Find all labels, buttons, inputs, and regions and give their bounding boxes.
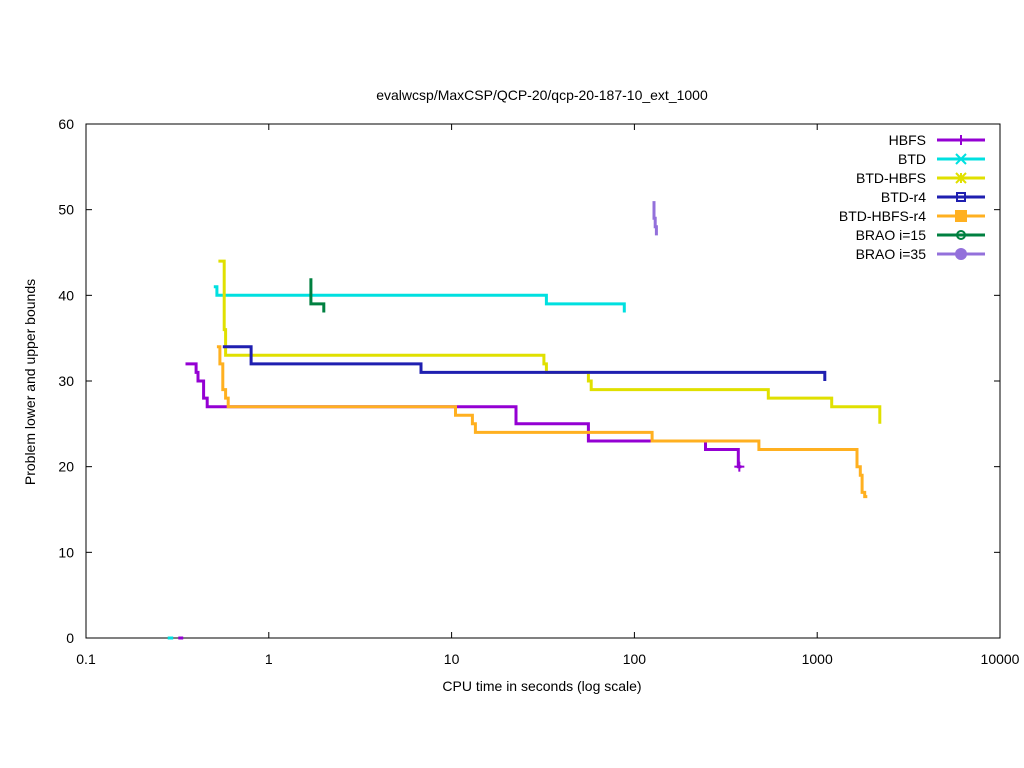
legend-item: BRAO i=35	[856, 246, 985, 262]
chart-title: evalwcsp/MaxCSP/QCP-20/qcp-20-187-10_ext…	[376, 87, 708, 103]
legend-item: BRAO i=15	[856, 227, 985, 243]
legend-label: BRAO i=35	[856, 246, 927, 262]
end-marker	[734, 461, 745, 472]
legend-marker	[955, 172, 967, 184]
y-tick-label: 50	[58, 202, 74, 218]
y-tick-label: 60	[58, 116, 74, 132]
series-btd-r4	[222, 345, 827, 381]
x-tick-label: 100	[623, 651, 647, 667]
legend-item: BTD-HBFS-r4	[839, 208, 985, 224]
series-brao-i-15	[309, 278, 326, 313]
legend-marker	[956, 135, 966, 145]
legend-marker	[955, 248, 967, 260]
marker-stroke	[956, 192, 966, 202]
x-tick-label: 10000	[981, 651, 1020, 667]
series-layer	[167, 201, 882, 640]
legend-marker	[955, 153, 967, 165]
series-btd-hbfs	[218, 259, 882, 424]
legend-label: BTD-r4	[881, 189, 926, 205]
x-tick-label: 0.1	[76, 651, 96, 667]
series-hbfs	[178, 362, 745, 640]
y-tick-label: 20	[58, 459, 74, 475]
axis-ticks: 0.1 1 10 100 1000 10000 0 10 20 30 40 50 60	[58, 116, 1019, 667]
upper-bound-line	[652, 201, 658, 236]
y-tick-label: 40	[58, 287, 74, 303]
y-tick-label: 30	[58, 373, 74, 389]
marker-stroke	[955, 172, 967, 184]
upper-bound-line	[218, 259, 882, 424]
upper-bound-line	[309, 278, 326, 313]
upper-bound-line	[222, 345, 827, 381]
x-tick-label: 1000	[802, 651, 833, 667]
upper-bound-line	[213, 285, 626, 313]
series-btd	[167, 285, 626, 640]
legend-marker	[956, 192, 966, 202]
legend-item: BTD	[898, 151, 985, 167]
marker-fill	[955, 210, 967, 222]
legend-item: BTD-r4	[881, 189, 985, 205]
legend-label: BTD	[898, 151, 926, 167]
x-tick-label: 10	[444, 651, 460, 667]
legend-marker	[956, 230, 966, 240]
y-axis-label: Problem lower and upper bounds	[22, 279, 38, 485]
y-tick-label: 0	[66, 630, 74, 646]
x-axis-label: CPU time in seconds (log scale)	[442, 678, 641, 694]
x-tick-label: 1	[265, 651, 273, 667]
legend-marker	[955, 210, 967, 222]
upper-bound-line	[185, 362, 742, 469]
legend-label: BTD-HBFS	[856, 170, 926, 186]
series-btd-hbfs-r4	[216, 345, 868, 499]
legend-label: BRAO i=15	[856, 227, 927, 243]
legend-label: HBFS	[889, 132, 926, 148]
legend: HBFS BTD BTD-HBFS BTD-r4 BTD-HBFS-r4 BRAO i=1…	[839, 132, 985, 262]
marker-fill	[955, 248, 967, 260]
legend-item: BTD-HBFS	[856, 170, 985, 186]
series-brao-i-35	[652, 201, 658, 236]
marker-stroke	[956, 230, 966, 240]
legend-item: HBFS	[889, 132, 985, 148]
legend-label: BTD-HBFS-r4	[839, 208, 926, 224]
y-tick-label: 10	[58, 544, 74, 560]
marker-stroke	[955, 153, 967, 165]
upper-bound-line	[216, 345, 868, 499]
